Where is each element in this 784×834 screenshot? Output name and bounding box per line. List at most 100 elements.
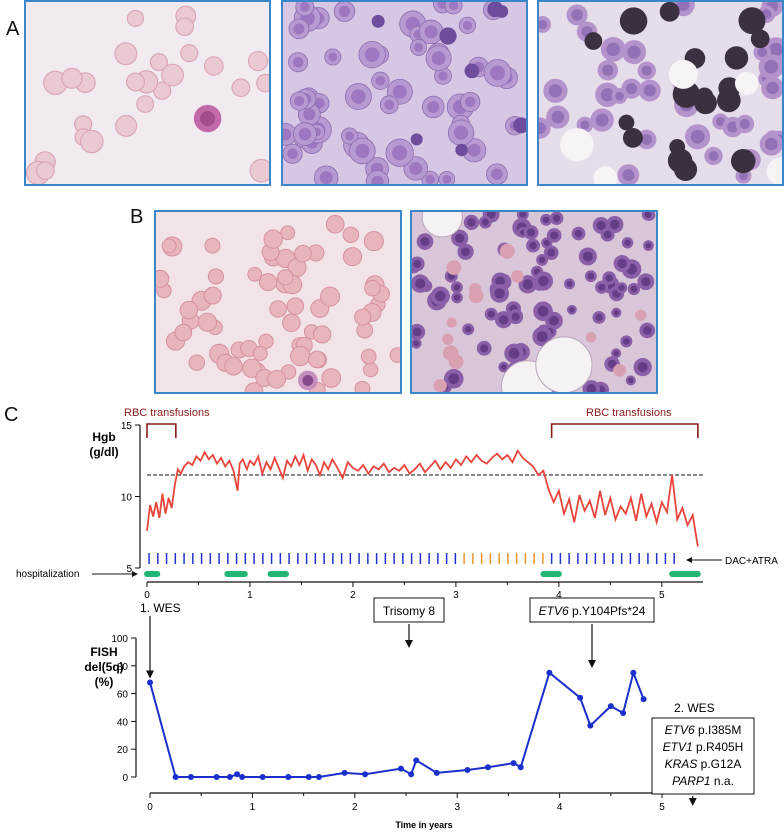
marrow-cell-nucleus (610, 219, 620, 230)
iron-laden-cell (673, 157, 698, 181)
wes2-gene: ETV1 (663, 740, 693, 754)
marrow-cell-nucleus (708, 150, 719, 161)
fish-data-point (607, 703, 614, 710)
blast-cell-nucleus (292, 56, 304, 68)
fish-data-point (172, 774, 179, 780)
marrow-cell-nucleus (536, 331, 548, 342)
marrow-cell-nucleus (467, 218, 476, 227)
fat-vacuole (593, 166, 618, 184)
rbc-cell (244, 382, 264, 392)
marrow-cell-nucleus (551, 110, 565, 124)
erythroid-cell (499, 243, 515, 259)
panel-label-c: C (4, 404, 19, 426)
rbc-cell (364, 279, 381, 297)
trisomy-box (373, 597, 445, 623)
fish-x-tick-label: 4 (557, 802, 563, 813)
neutrophil-cell-nucleus (302, 375, 314, 386)
fish-data-point (433, 769, 440, 776)
fish-data-point (630, 669, 637, 676)
erythroid-cell (442, 333, 454, 345)
fish-y-tick-label: 0 (122, 773, 128, 784)
marrow-cell-nucleus (595, 113, 609, 127)
blast-cell-nucleus (299, 2, 310, 12)
fat-vacuole (535, 336, 593, 392)
marrow-cell-nucleus (413, 259, 422, 268)
marrow-cell-nucleus (637, 362, 648, 373)
marrow-cell-nucleus (627, 377, 634, 384)
annotation-etv6-gene: ETV6 (539, 604, 569, 618)
fish-data-point (587, 722, 594, 729)
hgb-x-tick-label: 5 (659, 590, 665, 601)
fish-data-point (408, 771, 415, 778)
wes2-gene: ETV6 (665, 723, 695, 737)
marrow-cell-nucleus (571, 9, 583, 21)
blast-cell-nucleus (490, 65, 505, 81)
marrow-cell-nucleus (435, 290, 446, 302)
marrow-cell-nucleus (607, 359, 617, 369)
fish-ylabel-line1: FISH (90, 645, 117, 659)
marrow-cell-nucleus (641, 277, 651, 287)
rbc-cell (282, 313, 301, 333)
iron-laden-cell (584, 32, 603, 50)
annotation-etv6: ETV6 p.Y104Pfs*24 (539, 604, 646, 618)
annotation-trisomy: Trisomy 8 (383, 604, 436, 618)
marrow-cell-nucleus (448, 373, 460, 385)
fish-ylabel-line3: (%) (95, 675, 114, 689)
transfusion-bracket-2 (550, 423, 699, 438)
marrow-cell-nucleus (574, 229, 583, 238)
blast-cell-nucleus (375, 75, 386, 86)
rbc-cell (249, 158, 269, 183)
fish-data-point (620, 710, 627, 717)
blast-cell-nucleus (294, 96, 305, 107)
rbc-cell (161, 63, 184, 87)
fish-x-tick-label: 0 (147, 802, 153, 813)
wes2-variant: n.a. (711, 774, 734, 788)
blast-cell-nucleus (384, 99, 395, 110)
rbc-cell (320, 286, 341, 307)
fish-data-point (341, 769, 348, 776)
fat-vacuole (560, 128, 594, 162)
marrow-cell-nucleus (690, 129, 705, 144)
marrow-cell-nucleus (508, 348, 520, 359)
marrow-cell-nucleus (641, 134, 653, 145)
fish-data-point (546, 669, 553, 676)
hgb-y-tick-label: 10 (121, 493, 133, 504)
blast-cell-nucleus (319, 171, 333, 184)
rbc-cell (389, 347, 400, 363)
rbc-cell (204, 237, 221, 254)
rbc-cell (363, 231, 384, 252)
marrow-cell-nucleus (586, 384, 597, 392)
fish-data-point (362, 771, 369, 778)
rbc-cell (180, 44, 199, 63)
marrow-cell-nucleus (623, 338, 630, 345)
fish-data-point (484, 764, 491, 771)
blast-cell-nucleus (454, 125, 469, 140)
fish-data-point (187, 774, 194, 780)
rbc-cell (197, 312, 217, 332)
rbc-cell (35, 161, 55, 180)
fish-data-point (517, 764, 524, 771)
rbc-cell (258, 333, 274, 349)
blast-cell-nucleus (298, 127, 312, 141)
hgb-x-tick-label: 2 (350, 590, 356, 601)
fish-data-point (239, 774, 246, 780)
marrow-cell-nucleus (617, 258, 627, 269)
panel-label-a: A (6, 18, 20, 40)
marrow-cell-nucleus (495, 276, 505, 286)
erythroid-cell (446, 317, 457, 328)
wes2-variant: p.G12A (697, 757, 741, 771)
marrow-cell-nucleus (606, 42, 621, 57)
rbc-cell (203, 56, 224, 76)
fish-data-point (234, 771, 241, 778)
fish-y-tick-label: 40 (117, 717, 129, 728)
fish-y-tick-label: 60 (117, 690, 129, 701)
hgb-x-tick-label: 3 (453, 590, 459, 601)
marrow-cell-nucleus (764, 59, 779, 74)
blast-cell-nucleus (462, 20, 472, 30)
rbc-cell (313, 325, 332, 344)
marrow-cell-nucleus (487, 310, 495, 318)
hgb-y-tick-label: 15 (121, 421, 133, 432)
fish-data-point (259, 774, 266, 780)
dark-cell (487, 2, 504, 18)
erythroid-cell (585, 331, 597, 343)
